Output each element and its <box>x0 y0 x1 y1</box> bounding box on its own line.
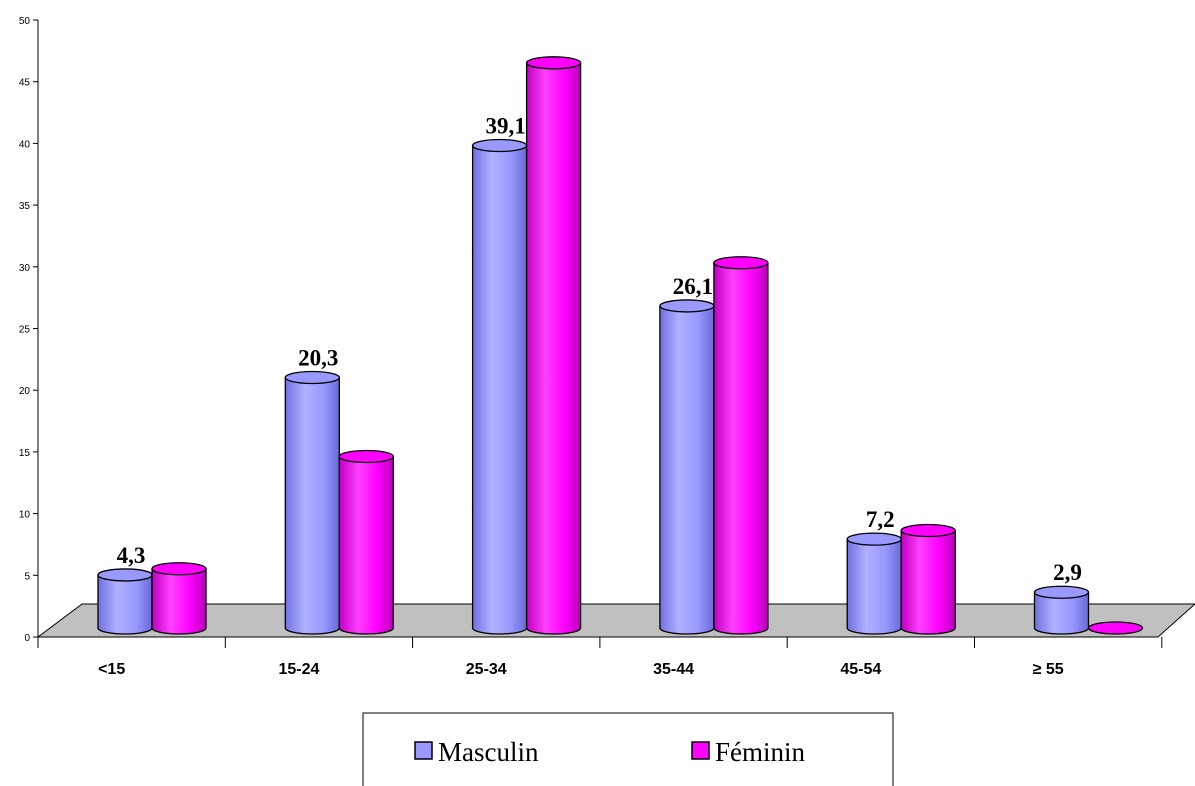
legend-swatch-feminin <box>691 741 710 760</box>
y-tick-label: 10 <box>19 510 31 521</box>
legend-label-masculin: Masculin <box>438 737 539 767</box>
bar-feminin <box>338 449 394 635</box>
legend-frame <box>362 712 894 786</box>
y-tick-label: 15 <box>19 448 31 459</box>
bar-feminin <box>151 562 207 635</box>
x-category-label: 15-24 <box>278 661 319 678</box>
bar-feminin <box>525 56 582 635</box>
legend-label-feminin: Féminin <box>715 737 806 767</box>
y-tick-label: 25 <box>19 325 31 336</box>
x-category-label: 35-44 <box>653 661 694 678</box>
bar-feminin <box>900 523 956 635</box>
legend: Masculin Féminin <box>362 712 894 786</box>
y-tick-label: 5 <box>24 571 30 582</box>
bar-feminin <box>713 256 769 635</box>
y-tick-label: 0 <box>24 633 30 644</box>
bar-masculin <box>659 299 715 635</box>
data-label: 7,2 <box>866 507 895 532</box>
bar-masculin <box>1033 585 1090 635</box>
bar-masculin <box>471 138 528 635</box>
chart-floor <box>36 603 1195 638</box>
bar-masculin <box>284 370 340 635</box>
y-tick-label: 20 <box>19 386 31 397</box>
y-tick-label: 30 <box>19 263 31 274</box>
data-label: 20,3 <box>298 345 338 370</box>
y-tick-label: 50 <box>19 16 31 27</box>
y-tick-label: 35 <box>19 201 31 212</box>
bar-masculin <box>846 532 902 635</box>
data-label: 4,3 <box>117 543 146 568</box>
y-tick-label: 40 <box>19 139 31 150</box>
x-category-label: 45-54 <box>840 661 881 678</box>
x-category-label: ≥ 55 <box>1033 661 1064 678</box>
bar-feminin <box>1087 621 1144 635</box>
x-category-label: 25-34 <box>466 661 507 678</box>
bar-masculin <box>97 568 153 635</box>
y-tick-label: 45 <box>19 78 31 89</box>
data-label: 2,9 <box>1053 560 1082 585</box>
data-label: 39,1 <box>485 114 525 139</box>
x-category-label: <15 <box>98 661 125 678</box>
data-label: 26,1 <box>673 274 713 299</box>
legend-swatch-masculin <box>414 741 433 760</box>
